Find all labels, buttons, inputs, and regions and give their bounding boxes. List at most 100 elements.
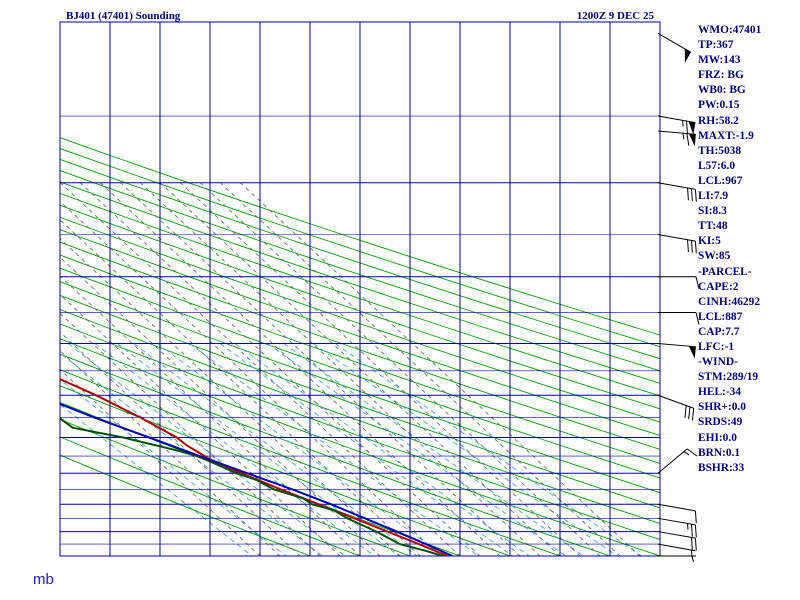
dry-adiabat [60,308,660,524]
dry-adiabat [60,454,312,556]
dry-adiabat [60,147,660,348]
dry-adiabat [60,229,660,436]
index-entry: MW:143 [698,54,741,67]
wind-barb-shaft [657,182,696,190]
plot-frame [59,21,661,557]
dry-adiabat [60,254,660,464]
stability-indices-panel: WMO:47401 TP:367 MW:143 FRZ: BG WB0: BG PW:0.… [698,23,798,476]
mixing-ratio-line [313,343,618,556]
moist-adiabat [220,182,621,556]
wind-barb-feather [690,240,693,253]
index-entry: KI:5 [698,235,721,248]
dry-adiabat [60,401,462,556]
dry-adiabat [60,241,660,450]
wind-barb-shaft [657,543,696,552]
wind-barb-feather [694,524,697,538]
wind-barb-feather [694,241,697,254]
wind-barb-half-feather [683,451,690,456]
wind-barb [657,182,697,202]
dry-adiabat [60,192,660,397]
dry-adiabat [60,338,660,556]
index-entry: SI:8.3 [698,205,727,218]
index-entry: LCL:967 [698,174,743,187]
index-entry: LI:7.9 [698,190,729,203]
dry-adiabat [60,281,660,494]
wind-barb-feather [686,448,698,457]
mixing-ratio-line [60,352,324,556]
wind-barb-feather [694,189,697,202]
mixing-ratio-line [133,343,418,556]
dry-adiabat [60,294,660,509]
moist-adiabat [60,312,321,556]
wind-barb [658,276,700,289]
index-entry: TP:367 [698,39,734,52]
index-entry: SW:85 [698,250,731,263]
wind-barb [658,555,696,563]
index-entry: RH:58.2 [698,114,739,127]
index-entry: SRDS:49 [698,416,743,429]
wind-barb [657,343,696,359]
index-entry: WB0: BG [698,84,746,97]
mixing-ratio-line [283,343,585,556]
wind-barb-shaft [657,503,696,512]
sounding-profiles [60,378,453,556]
wind-barb-shaft [657,234,696,242]
wind-barb-feather [695,312,700,325]
moist-adiabat [60,219,421,556]
wind-barb-feather [694,538,697,551]
dry-adiabat [60,267,660,479]
dry-adiabat [60,418,412,556]
mixing-ratio-line [60,403,253,556]
index-entry: FRZ: BG [698,69,744,82]
index-entry: TT:48 [698,220,728,233]
dry-adiabat [60,369,562,556]
moist-adiabat [60,331,301,556]
sounding-time: 1200Z 9 DEC 25 [577,10,655,22]
wind-barb-feather [686,121,688,134]
wind-barb-feather [690,537,693,550]
index-entry: CAP:7.7 [698,325,740,338]
dry-adiabat [60,158,660,360]
index-entry: WMO:47401 [698,24,762,36]
mixing-ratio-line [189,343,480,556]
index-entry: EHI:0.0 [698,431,737,444]
wind-barb-feather [684,405,687,418]
parcel-profile [60,402,453,556]
wind-barb [657,234,697,254]
index-entry: -PARCEL- [698,265,752,278]
wind-barb-shaft [657,394,694,409]
wind-barb [657,448,698,474]
mixing-ratio-line [234,343,531,556]
background-lines [60,137,660,556]
moist-adiabat [60,368,261,556]
wind-barb-shaft [657,343,696,348]
station-title: BJ401 (47401) Sounding [66,10,181,22]
mixing-ratio-line [117,343,400,556]
moist-adiabat [240,182,641,556]
moist-adiabat [120,182,521,556]
wind-barb-half-feather [682,133,685,140]
wind-barb-feather [690,524,693,537]
index-entry: CINH:46292 [698,295,761,308]
moist-adiabat [140,182,541,556]
mixing-ratio-line [60,378,287,556]
wind-barb-shaft [657,531,696,539]
wind-barb [657,115,696,135]
index-entry: STM:289/19 [698,371,759,384]
moist-adiabat [60,256,381,556]
dry-adiabat [60,170,660,372]
moist-adiabat [200,182,601,556]
mixing-ratio-line [219,343,514,556]
wind-barb [657,130,696,147]
wind-barb [657,531,697,551]
index-entry: HEL:-34 [698,386,742,399]
wind-barb [657,394,695,421]
dry-adiabat [60,385,512,556]
wind-barb [657,503,697,524]
index-entry: PW:0.15 [698,99,740,112]
index-entry: CAPE:2 [698,280,739,293]
dry-adiabat [60,181,660,384]
index-entry: -WIND- [698,356,738,369]
moist-adiabat [180,182,581,556]
